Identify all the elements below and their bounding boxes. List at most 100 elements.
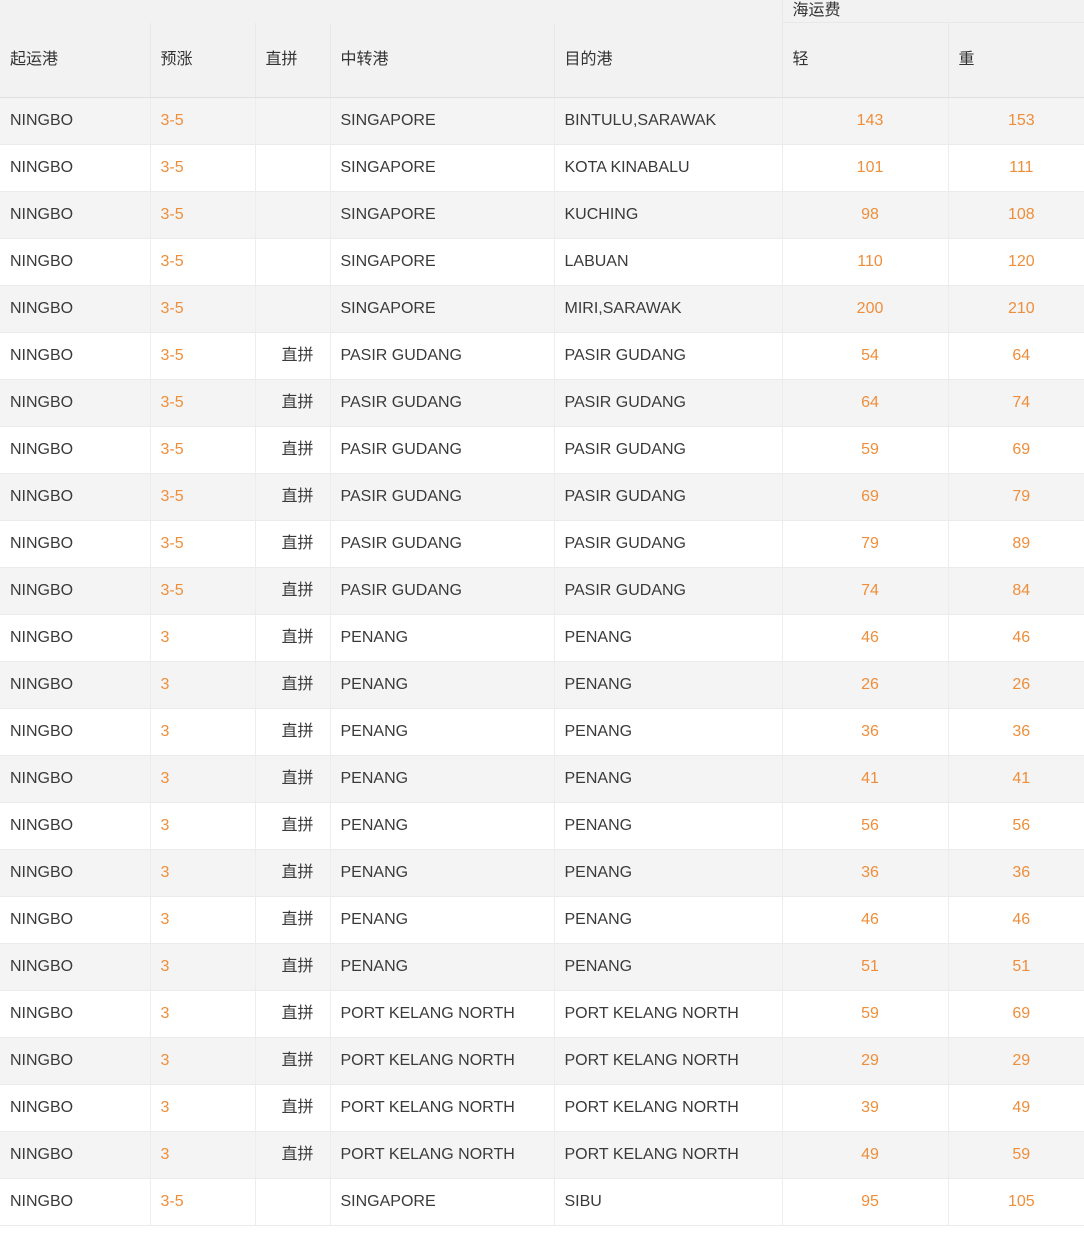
cell-rise: 3 (150, 755, 256, 803)
table-row[interactable]: NINGBO 3 直拼 PENANG PENANG 26 26 (0, 661, 1084, 709)
cell-transit: PORT KELANG NORTH (330, 1084, 555, 1132)
cell-dest: PASIR GUDANG (554, 473, 783, 521)
cell-origin: NINGBO (0, 1131, 151, 1179)
cell-direct: 直拼 (255, 332, 331, 380)
header-col-transit[interactable]: 中转港 (330, 22, 555, 98)
cell-light: 101 (782, 144, 949, 192)
table-row[interactable]: NINGBO 3-5 SINGAPORE MIRI,SARAWAK 200 210 (0, 285, 1084, 333)
cell-light: 56 (782, 802, 949, 850)
header-group-row: 海运费 (0, 0, 1084, 23)
table-header: 海运费 起运港 预涨 直拼 中转港 目的港 轻 重 (0, 0, 1084, 98)
table-row[interactable]: NINGBO 3-5 SINGAPORE LABUAN 110 120 (0, 238, 1084, 286)
cell-direct (255, 1178, 331, 1226)
cell-light: 98 (782, 191, 949, 239)
header-col-dest[interactable]: 目的港 (554, 22, 783, 98)
table-row[interactable]: NINGBO 3 直拼 PORT KELANG NORTH PORT KELANG NO… (0, 1084, 1084, 1132)
header-col-origin[interactable]: 起运港 (0, 22, 151, 98)
cell-origin: NINGBO (0, 1178, 151, 1226)
cell-light: 41 (782, 755, 949, 803)
table-row[interactable]: NINGBO 3 直拼 PENANG PENANG 41 41 (0, 755, 1084, 803)
cell-origin: NINGBO (0, 802, 151, 850)
cell-transit: PENANG (330, 708, 555, 756)
cell-direct (255, 238, 331, 286)
cell-origin: NINGBO (0, 567, 151, 615)
table-row[interactable]: NINGBO 3-5 直拼 PASIR GUDANG PASIR GUDANG 64 74 (0, 379, 1084, 427)
cell-heavy: 59 (948, 1131, 1084, 1179)
table-row[interactable]: NINGBO 3-5 直拼 PASIR GUDANG PASIR GUDANG 79 89 (0, 520, 1084, 568)
cell-light: 95 (782, 1178, 949, 1226)
cell-dest: BINTULU,SARAWAK (554, 97, 783, 145)
table-row[interactable]: NINGBO 3-5 SINGAPORE KOTA KINABALU 101 111 (0, 144, 1084, 192)
cell-light: 200 (782, 285, 949, 333)
table-row[interactable]: NINGBO 3-5 直拼 PASIR GUDANG PASIR GUDANG 69 79 (0, 473, 1084, 521)
table-row[interactable]: NINGBO 3-5 直拼 PASIR GUDANG PASIR GUDANG 59 69 (0, 426, 1084, 474)
table-row[interactable]: NINGBO 3 直拼 PORT KELANG NORTH PORT KELANG NO… (0, 1131, 1084, 1179)
cell-transit: PENANG (330, 755, 555, 803)
table-row[interactable]: NINGBO 3-5 SINGAPORE KUCHING 98 108 (0, 191, 1084, 239)
cell-dest: PENANG (554, 943, 783, 991)
cell-transit: SINGAPORE (330, 1178, 555, 1226)
cell-origin: NINGBO (0, 238, 151, 286)
cell-direct: 直拼 (255, 473, 331, 521)
cell-dest: KOTA KINABALU (554, 144, 783, 192)
cell-light: 49 (782, 1131, 949, 1179)
cell-origin: NINGBO (0, 520, 151, 568)
cell-direct: 直拼 (255, 426, 331, 474)
table-row[interactable]: NINGBO 3-5 直拼 PASIR GUDANG PASIR GUDANG 74 84 (0, 567, 1084, 615)
cell-rise: 3 (150, 1037, 256, 1085)
cell-dest: PENANG (554, 849, 783, 897)
cell-rise: 3 (150, 896, 256, 944)
table-body: NINGBO 3-5 SINGAPORE BINTULU,SARAWAK 143 153 N… (0, 97, 1084, 1226)
header-col-light[interactable]: 轻 (782, 22, 949, 98)
cell-transit: PASIR GUDANG (330, 473, 555, 521)
cell-direct: 直拼 (255, 1131, 331, 1179)
cell-direct: 直拼 (255, 661, 331, 709)
cell-transit: PORT KELANG NORTH (330, 1037, 555, 1085)
table-row[interactable]: NINGBO 3 直拼 PENANG PENANG 46 46 (0, 896, 1084, 944)
cell-direct (255, 144, 331, 192)
cell-direct: 直拼 (255, 849, 331, 897)
cell-heavy: 26 (948, 661, 1084, 709)
cell-direct: 直拼 (255, 567, 331, 615)
header-col-rise[interactable]: 预涨 (150, 22, 256, 98)
header-col-direct[interactable]: 直拼 (255, 22, 331, 98)
cell-dest: PENANG (554, 614, 783, 662)
cell-direct: 直拼 (255, 520, 331, 568)
table-row[interactable]: NINGBO 3 直拼 PENANG PENANG 56 56 (0, 802, 1084, 850)
cell-heavy: 64 (948, 332, 1084, 380)
table-row[interactable]: NINGBO 3 直拼 PENANG PENANG 36 36 (0, 849, 1084, 897)
cell-heavy: 120 (948, 238, 1084, 286)
cell-heavy: 89 (948, 520, 1084, 568)
cell-heavy: 108 (948, 191, 1084, 239)
cell-origin: NINGBO (0, 661, 151, 709)
cell-rise: 3 (150, 1084, 256, 1132)
cell-light: 79 (782, 520, 949, 568)
header-col-heavy[interactable]: 重 (948, 22, 1084, 98)
table-row[interactable]: NINGBO 3 直拼 PORT KELANG NORTH PORT KELANG NO… (0, 990, 1084, 1038)
cell-transit: PASIR GUDANG (330, 520, 555, 568)
cell-direct: 直拼 (255, 943, 331, 991)
table-row[interactable]: NINGBO 3-5 SINGAPORE SIBU 95 105 (0, 1178, 1084, 1226)
cell-direct: 直拼 (255, 379, 331, 427)
cell-rise: 3-5 (150, 285, 256, 333)
cell-heavy: 69 (948, 426, 1084, 474)
cell-rise: 3-5 (150, 332, 256, 380)
cell-dest: PORT KELANG NORTH (554, 990, 783, 1038)
table-row[interactable]: NINGBO 3-5 直拼 PASIR GUDANG PASIR GUDANG 54 64 (0, 332, 1084, 380)
cell-transit: PASIR GUDANG (330, 567, 555, 615)
cell-light: 46 (782, 614, 949, 662)
cell-transit: PORT KELANG NORTH (330, 990, 555, 1038)
cell-dest: PASIR GUDANG (554, 520, 783, 568)
cell-light: 26 (782, 661, 949, 709)
cell-heavy: 105 (948, 1178, 1084, 1226)
table-row[interactable]: NINGBO 3 直拼 PENANG PENANG 36 36 (0, 708, 1084, 756)
cell-direct: 直拼 (255, 896, 331, 944)
cell-origin: NINGBO (0, 426, 151, 474)
cell-origin: NINGBO (0, 332, 151, 380)
cell-dest: LABUAN (554, 238, 783, 286)
table-row[interactable]: NINGBO 3-5 SINGAPORE BINTULU,SARAWAK 143 153 (0, 97, 1084, 145)
table-row[interactable]: NINGBO 3 直拼 PORT KELANG NORTH PORT KELANG NO… (0, 1037, 1084, 1085)
table-row[interactable]: NINGBO 3 直拼 PENANG PENANG 51 51 (0, 943, 1084, 991)
cell-dest: PENANG (554, 708, 783, 756)
table-row[interactable]: NINGBO 3 直拼 PENANG PENANG 46 46 (0, 614, 1084, 662)
